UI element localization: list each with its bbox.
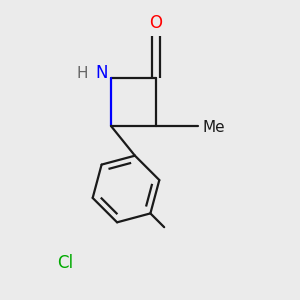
Text: H: H	[77, 66, 88, 81]
Text: Me: Me	[202, 120, 225, 135]
Text: N: N	[95, 64, 108, 82]
Text: Cl: Cl	[57, 254, 74, 272]
Text: O: O	[149, 14, 163, 32]
